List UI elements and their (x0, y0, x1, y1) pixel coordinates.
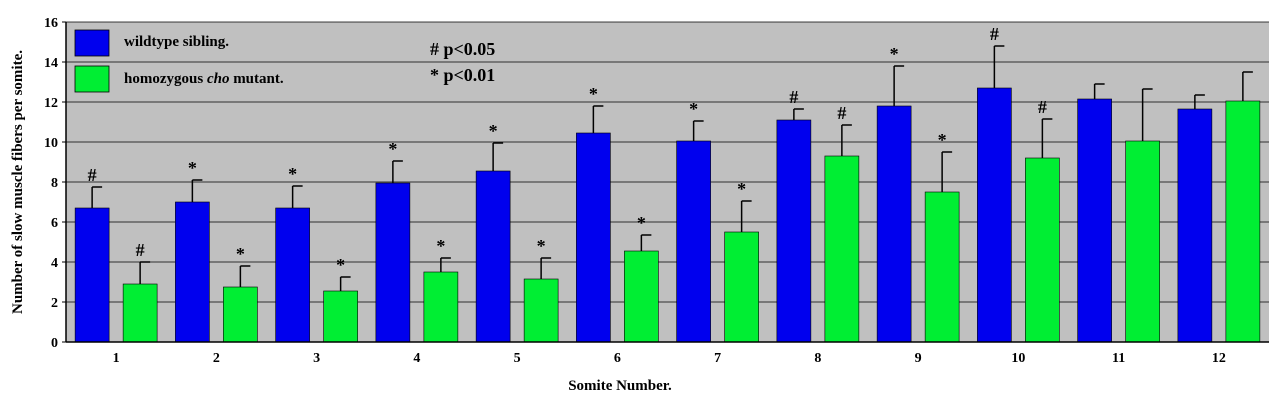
x-tick-label: 6 (614, 351, 621, 366)
y-tick-label: 8 (51, 176, 58, 191)
wildtype-bar (1077, 98, 1112, 343)
significance-marker: * (637, 213, 646, 233)
significance-marker: * (938, 130, 947, 150)
x-tick-label: 4 (413, 351, 420, 366)
wildtype-bar (576, 132, 611, 343)
y-tick-label: 2 (51, 296, 58, 311)
x-tick-label: 12 (1212, 351, 1226, 366)
x-tick-label: 10 (1011, 351, 1025, 366)
wildtype-bar (876, 105, 912, 343)
significance-marker: * (589, 84, 598, 104)
legend-swatch-wildtype (74, 29, 110, 57)
mutant-bar (1125, 140, 1160, 343)
mutant-bar (323, 290, 358, 343)
mutant-bar (924, 191, 960, 343)
legend-text-part: cho (207, 71, 230, 87)
annotation-p001: * p<0.01 (430, 65, 495, 85)
x-axis-title: Somite Number. (568, 378, 672, 394)
significance-marker: * (288, 164, 297, 184)
wildtype-bar (275, 207, 310, 343)
wildtype-bar (475, 170, 511, 343)
significance-marker: # (136, 240, 145, 260)
mutant-bar (122, 283, 158, 343)
mutant-bar (223, 286, 258, 343)
y-tick-label: 4 (51, 256, 58, 271)
legend-label-wildtype: wildtype sibling. (124, 34, 229, 50)
bar-series (74, 87, 1261, 343)
mutant-bar (423, 271, 459, 343)
x-tick-label: 7 (714, 351, 721, 366)
significance-marker: * (436, 236, 445, 256)
x-tick-labels: 1 2 3 4 5 6 7 8 9 10 11 12 (113, 351, 1226, 366)
x-tick-label: 8 (814, 351, 821, 366)
mutant-bar (624, 250, 659, 343)
significance-marker: * (388, 139, 397, 159)
y-axis-title: Number of slow muscle fibers per somite. (10, 50, 26, 314)
wildtype-bar (676, 140, 711, 343)
wildtype-bar (1177, 108, 1213, 343)
wildtype-bar (74, 207, 110, 343)
significance-marker: * (489, 121, 498, 141)
significance-markers: # # * * * * * * * * * * * * # # * * # # (88, 24, 1047, 275)
wildtype-bar (776, 119, 812, 343)
x-tick-label: 9 (915, 351, 922, 366)
significance-marker: # (789, 87, 798, 107)
significance-marker: * (737, 179, 746, 199)
x-tick-label: 11 (1112, 351, 1125, 366)
y-tick-label: 16 (44, 16, 58, 31)
significance-marker: # (88, 165, 97, 185)
legend-label-mutant: homozygous cho mutant. (124, 71, 284, 87)
significance-marker: # (837, 103, 846, 123)
y-tick-label: 6 (51, 216, 58, 231)
significance-marker: * (537, 236, 546, 256)
significance-marker: * (689, 99, 698, 119)
mutant-bar (1025, 157, 1060, 343)
grid-lines (66, 21, 1269, 303)
wildtype-bar (977, 87, 1012, 343)
x-tick-label: 2 (213, 351, 220, 366)
significance-marker: * (890, 44, 899, 64)
x-tick-label: 5 (514, 351, 521, 366)
error-bars (91, 45, 1253, 291)
mutant-bar (1225, 100, 1261, 343)
legend-text-part: homozygous (124, 71, 207, 87)
significance-marker: # (990, 24, 999, 44)
y-tick-label: 0 (51, 336, 58, 351)
annotation-p005: # p<0.05 (430, 39, 495, 59)
significance-marker: * (188, 158, 197, 178)
wildtype-bar (175, 201, 210, 343)
wildtype-bar (375, 182, 411, 343)
y-tick-label: 10 (44, 136, 58, 151)
y-tick-label: 12 (44, 96, 58, 111)
legend: wildtype sibling. homozygous cho mutant. (74, 29, 284, 93)
significance-marker: * (236, 244, 245, 264)
legend-text-part: wildtype sibling. (124, 34, 229, 50)
y-tick-label: 14 (44, 56, 58, 71)
mutant-bar (523, 278, 559, 343)
legend-text-part: mutant. (229, 71, 283, 87)
x-tick-label: 3 (313, 351, 320, 366)
mutant-bar (724, 231, 759, 343)
x-tick-label: 1 (113, 351, 120, 366)
significance-marker: # (1038, 97, 1047, 117)
legend-swatch-mutant (74, 65, 110, 93)
mutant-bar (824, 155, 860, 343)
y-tick-labels: 0 2 4 6 8 10 12 14 16 (44, 16, 66, 351)
significance-marker: * (336, 255, 345, 275)
